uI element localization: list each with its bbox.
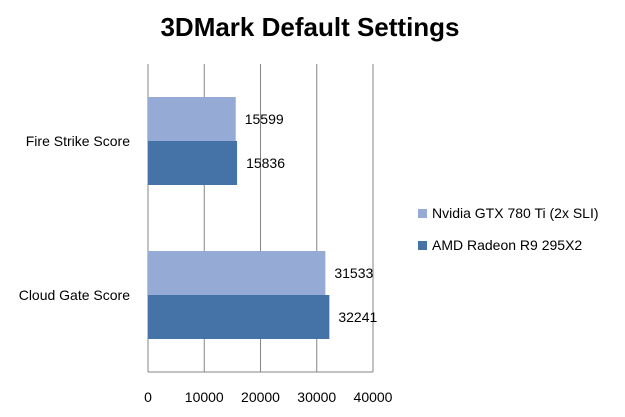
legend-swatch <box>418 241 427 250</box>
x-tick-label: 10000 <box>185 389 224 405</box>
legend: Nvidia GTX 780 Ti (2x SLI) AMD Radeon R9 … <box>418 205 599 253</box>
bar <box>148 295 330 339</box>
bar <box>148 251 326 295</box>
x-tick-label: 40000 <box>354 389 393 405</box>
legend-label: AMD Radeon R9 295X2 <box>432 237 582 253</box>
legend-label: Nvidia GTX 780 Ti (2x SLI) <box>432 205 599 221</box>
data-label: 32241 <box>338 309 377 325</box>
legend-swatch <box>418 209 427 218</box>
data-label: 15836 <box>246 155 285 171</box>
x-tick-label: 0 <box>144 389 152 405</box>
bar <box>148 141 238 185</box>
data-label: 15599 <box>245 111 284 127</box>
x-tick-label: 30000 <box>297 389 336 405</box>
chart-title: 3DMark Default Settings <box>160 12 459 42</box>
bars <box>148 97 330 339</box>
category-label: Fire Strike Score <box>26 133 130 149</box>
labels: 0 10000 20000 30000 40000 Fire Strike Score 15… <box>19 111 393 405</box>
data-label: 31533 <box>334 265 373 281</box>
bar <box>148 97 236 141</box>
x-tick-label: 20000 <box>241 389 280 405</box>
category-label: Cloud Gate Score <box>19 287 130 303</box>
